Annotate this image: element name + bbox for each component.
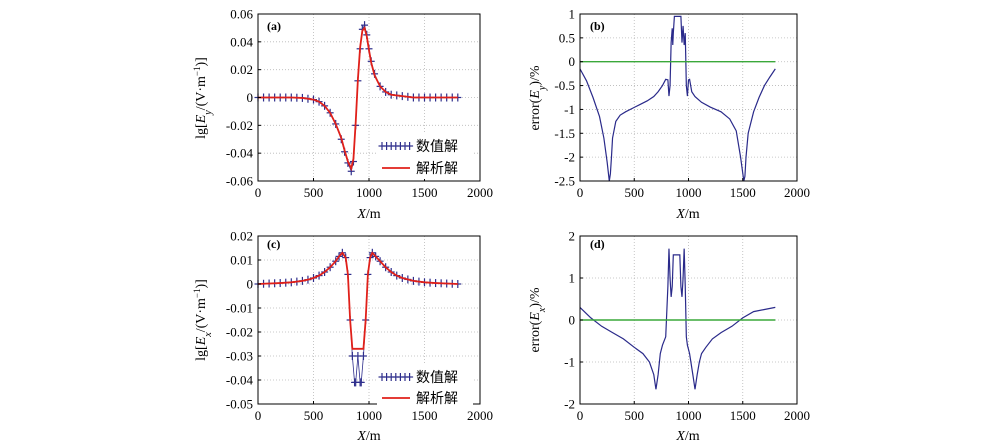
legend-plus-marker [406,373,414,381]
ytick-label: 0 [569,54,576,69]
xtick-label: 2000 [467,185,493,200]
xlabel-b: X/m [675,207,699,222]
panel-label-d: (d) [590,237,605,251]
legend-marker-numeric-a [378,142,414,150]
xtick-label: 1500 [412,185,438,200]
xtick-label: 500 [304,408,324,423]
ytick-label: 2 [569,229,576,244]
xtick-label: 1000 [356,185,382,200]
ticks-a: 0 500 1000 1500 2000 -0.06 -0.04 -0.02 0 0.02 0.04… [226,7,493,201]
xlabel-d: X/m [675,429,699,444]
legend-a: 数值解 解析解 [377,133,473,179]
ytick-label: -0.02 [226,118,253,133]
ytick-label: -1 [564,355,575,370]
ylabel-c: lg[Ex/(V·m−1)] [192,279,214,361]
axes-frame-a [257,13,481,182]
panel-d: 0 500 1000 1500 2000 -2 -1 0 1 2 (d) X/m error(Ex… [528,229,810,445]
ytick-label: -2 [564,150,575,165]
ticks-d: 0 500 1000 1500 2000 -2 -1 0 1 2 [564,229,810,424]
xtick-label: 1000 [676,185,702,200]
xtick-label: 2000 [784,408,810,423]
xtick-label: 500 [304,185,324,200]
ytick-label: -0.03 [226,349,253,364]
xtick-label: 500 [625,408,645,423]
panel-label-b: (b) [590,19,605,33]
ticks-b: 0 500 1000 1500 2000 -2.5 -2 -1.5 -1 -0.5 0 0.5 1 [554,7,810,201]
data-point-numeric [359,352,367,360]
axes-frame-d [579,235,798,405]
ytick-label: 0.01 [230,253,253,268]
ytick-label: 1 [569,271,576,286]
series-error-line [579,15,776,182]
grid-b [580,14,797,181]
ytick-label: -0.06 [226,174,254,189]
xtick-label: 0 [577,408,584,423]
ticks-c: 0 500 1000 1500 2000 -0.05 -0.04 -0.03 -0.02 -0.0… [226,229,493,424]
ytick-label: -0.04 [226,373,254,388]
marks-b [579,15,776,182]
ytick-label: 0 [247,90,254,105]
xtick-label: 1000 [356,408,382,423]
ytick-label: -0.05 [226,397,253,412]
series-analytic-line [258,25,458,172]
panel-c: 0 500 1000 1500 2000 -0.05 -0.04 -0.03 -0.02 -0.0… [192,229,493,445]
marks-d [579,248,776,390]
axes-frame-c [257,235,481,405]
ytick-label: 0.5 [559,30,575,45]
ytick-label: -0.5 [554,78,575,93]
panel-label-a: (a) [267,19,281,33]
legend-label-analytic-c: 解析解 [416,391,458,407]
ytick-label: -2 [564,397,575,412]
xtick-label: 500 [625,185,645,200]
xlabel-a: X/m [356,207,380,222]
ytick-label: 0 [569,313,576,328]
xtick-label: 1500 [730,408,756,423]
ytick-label: 0.04 [230,34,253,49]
ytick-label: -0.01 [226,301,253,316]
ylabel-b: error(Ey)/% [528,65,548,130]
ytick-label: 1 [569,7,576,22]
ylabel-d: error(Ex)/% [528,287,548,352]
legend-label-numeric-a: 数值解 [416,139,458,155]
xlabel-c: X/m [356,429,380,444]
ytick-label: 0.02 [230,229,253,244]
ytick-label: -1 [564,102,575,117]
ylabel-a: lg[Ey/(V·m−1)] [192,57,214,139]
legend-label-numeric-c: 数值解 [416,370,458,386]
xtick-label: 2000 [784,185,810,200]
ytick-label: -1.5 [554,126,575,141]
ytick-label: -2.5 [554,174,575,189]
ytick-label: 0 [247,277,254,292]
xtick-label: 0 [255,185,262,200]
marks-c [254,248,462,387]
legend-box-c [377,364,473,410]
xtick-label: 2000 [467,408,493,423]
panel-label-c: (c) [267,237,280,251]
xtick-label: 1000 [676,408,702,423]
ytick-label: 0.06 [230,7,253,22]
axes-frame-b [579,13,798,182]
series-numeric-line [257,252,458,383]
panel-b: 0 500 1000 1500 2000 -2.5 -2 -1.5 -1 -0.5 0 0.5 1 (b… [528,7,810,223]
xtick-label: 0 [255,408,262,423]
legend-marker-numeric-c [378,373,414,381]
ytick-label: -0.04 [226,146,254,161]
xtick-label: 0 [577,185,584,200]
panel-a: 0 500 1000 1500 2000 -0.06 -0.04 -0.02 0 0.02 0.04… [192,7,493,223]
xtick-label: 1500 [730,185,756,200]
legend-label-analytic-a: 解析解 [416,161,458,177]
data-point-numeric [357,378,365,387]
series-error-line [579,248,776,390]
ytick-label: -0.02 [226,325,253,340]
xtick-label: 1500 [412,408,438,423]
legend-box-a [377,133,473,179]
marks-a [254,21,462,176]
ytick-label: 0.02 [230,62,253,77]
series-analytic-line [257,251,458,350]
legend-c: 数值解 解析解 [377,364,473,410]
legend-plus-marker [406,142,414,150]
